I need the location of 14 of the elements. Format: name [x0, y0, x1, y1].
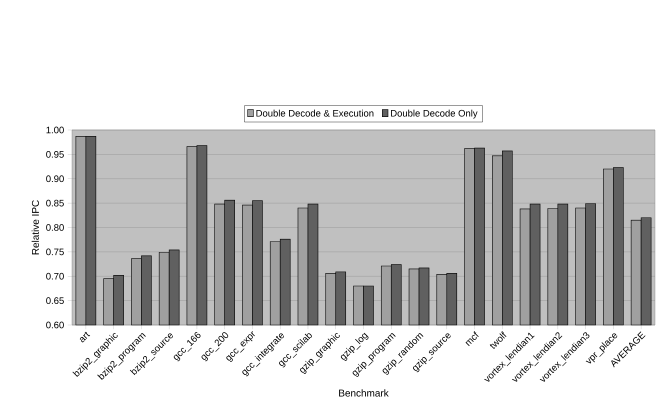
y-tick-label: 0.90: [46, 175, 64, 182]
legend-label: Double Decode & Execution: [256, 110, 374, 117]
x-tick-label: mcf: [466, 330, 479, 346]
y-tick-label: 0.60: [46, 322, 64, 328]
legend-label: Double Decode Only: [391, 110, 478, 118]
y-tick-label: 0.95: [46, 151, 64, 158]
y-tick-label: 0.80: [46, 224, 64, 231]
y-tick-label: 0.85: [46, 200, 64, 206]
y-axis-title: Relative IPC: [32, 200, 39, 254]
y-tick-label: 0.75: [46, 248, 64, 256]
y-tick-label: 0.70: [46, 272, 64, 280]
y-tick-label: 1.00: [46, 126, 64, 134]
y-tick-label: 0.65: [46, 297, 64, 304]
x-axis-title: Benchmark: [339, 389, 389, 397]
